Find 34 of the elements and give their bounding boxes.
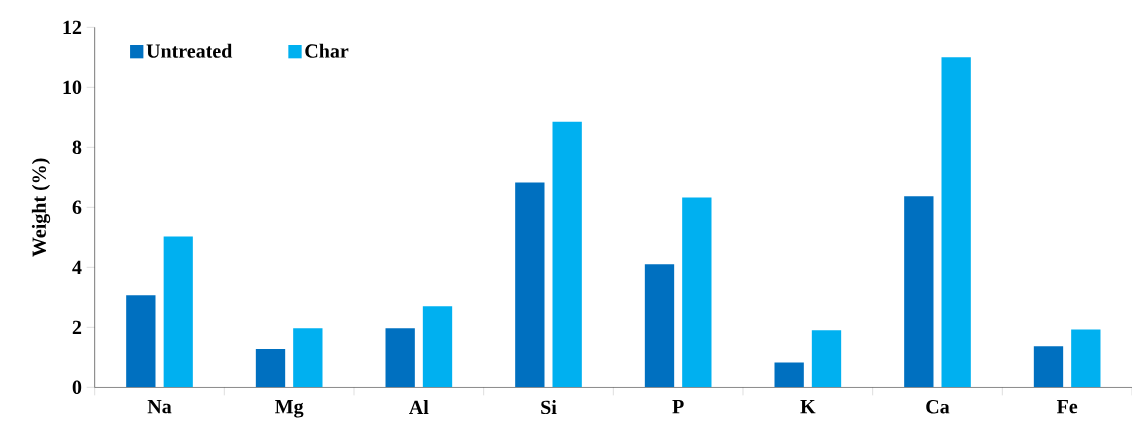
bar xyxy=(1033,346,1064,388)
bar xyxy=(941,57,971,388)
x-tick-label: K xyxy=(800,400,816,414)
x-tick-label: Si xyxy=(541,400,557,415)
y-tick-label: 2 xyxy=(72,320,82,334)
legend-label: Char xyxy=(305,43,349,58)
bar xyxy=(385,328,415,388)
y-tick-label: 6 xyxy=(72,200,82,215)
x-tick-label: P xyxy=(672,400,684,414)
bar xyxy=(422,306,453,388)
y-tick-label: 10 xyxy=(63,80,82,95)
x-tick-label: Fe xyxy=(1056,400,1078,414)
x-tick-label: Mg xyxy=(275,400,304,418)
bar xyxy=(515,182,545,388)
x-tick-label: Na xyxy=(147,400,172,414)
x-tick-label: Ca xyxy=(926,400,950,414)
bar xyxy=(904,196,934,388)
bar xyxy=(126,295,156,388)
bar xyxy=(774,362,804,388)
y-tick-label: 12 xyxy=(63,20,82,34)
bar xyxy=(1071,329,1101,388)
bar xyxy=(293,328,323,388)
bar xyxy=(552,121,582,388)
bar xyxy=(644,264,675,388)
bar xyxy=(255,348,286,388)
bar xyxy=(163,236,193,388)
y-axis-title: Weight (%) xyxy=(31,158,51,257)
bar xyxy=(682,197,712,388)
y-tick-label: 4 xyxy=(72,260,82,274)
y-tick-label: 8 xyxy=(72,140,82,155)
x-tick-label: Al xyxy=(409,400,429,414)
y-tick-label: 0 xyxy=(72,380,82,395)
legend-label: Untreated xyxy=(146,43,233,58)
bar xyxy=(811,330,842,388)
